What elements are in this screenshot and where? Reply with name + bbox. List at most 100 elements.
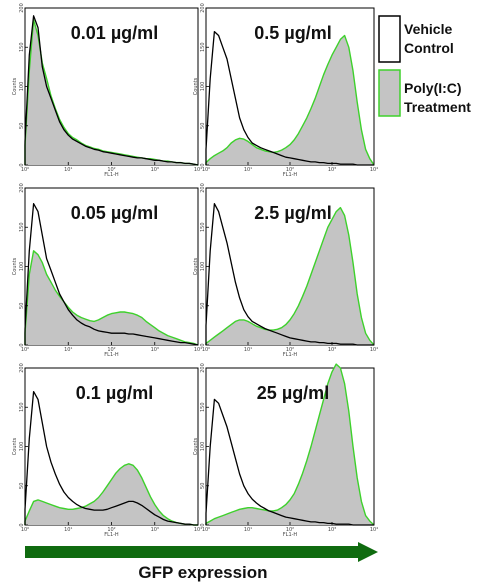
x-tick-label: 10⁴	[194, 347, 202, 353]
panel-6: 10⁰ 10¹ 10² 10³ 10⁴050100150200FL1-HCounts25…	[193, 363, 378, 538]
legend-label-treatment-line2: Treatment	[404, 99, 471, 115]
x-tick-label: 10²	[107, 167, 115, 173]
y-tick-label: 150	[19, 402, 25, 412]
treatment-histogram-line	[205, 206, 375, 346]
y-axis-label: Counts	[193, 437, 199, 455]
vehicle-histogram-line	[205, 30, 374, 166]
y-tick-label: 100	[200, 442, 206, 452]
treatment-histogram-fill	[25, 19, 198, 165]
x-axis-label: FL1-H	[283, 532, 298, 538]
x-axis-label: FL1-H	[283, 172, 298, 178]
y-tick-label: 150	[200, 42, 206, 52]
x-tick-label: 10³	[151, 527, 159, 533]
x-tick-label: 10⁴	[194, 527, 202, 533]
x-tick-label: 10⁴	[194, 167, 202, 173]
x-tick-label: 10¹	[244, 347, 252, 353]
panel-title: 2.5 µg/ml	[254, 203, 331, 223]
gfp-arrow-head	[358, 542, 378, 562]
y-tick-label: 200	[19, 363, 25, 373]
y-tick-label: 150	[19, 42, 25, 52]
x-tick-label: 10³	[151, 167, 159, 173]
y-tick-label: 50	[200, 123, 206, 129]
x-tick-label: 10³	[151, 347, 159, 353]
treatment-histogram-line	[205, 363, 375, 526]
y-tick-label: 0	[200, 163, 206, 166]
x-tick-label: 10⁰	[21, 347, 29, 353]
x-tick-label: 10⁰	[202, 167, 210, 173]
panel-5: 10⁰ 10¹ 10² 10³ 10⁴ 0 50 100 150 200 FL1-H Counts 0.…	[12, 363, 202, 538]
y-tick-label: 200	[200, 183, 206, 193]
y-tick-label: 200	[200, 3, 206, 13]
legend: Vehicle Control Poly(I:C) Treatment	[378, 15, 471, 117]
x-axis-label: FL1-H	[104, 352, 119, 358]
treatment-histogram-fill	[25, 250, 198, 345]
vehicle-histogram-line	[24, 203, 199, 346]
panel-2: 10⁰ 10¹ 10² 10³ 10⁴050100150200FL1-HCounts0.…	[193, 3, 378, 178]
treatment-histogram-line	[205, 34, 375, 166]
y-tick-label: 200	[19, 3, 25, 13]
legend-label-treatment: Poly(I:C)	[404, 80, 462, 96]
y-tick-label: 50	[200, 483, 206, 489]
x-tick-label: 10¹	[244, 527, 252, 533]
treatment-histogram-line	[24, 19, 199, 166]
panel-3: 10⁰ 10¹ 10² 10³ 10⁴ 0 50 100 150 200 FL1-H Counts 0.…	[12, 183, 202, 358]
x-tick-label: 10³	[328, 347, 336, 353]
legend-label-vehicle: Vehicle	[404, 21, 452, 37]
treatment-histogram-line	[24, 250, 199, 346]
x-tick-label: 10¹	[244, 167, 252, 173]
gfp-arrow-shaft	[25, 546, 360, 558]
y-tick-label: 100	[200, 82, 206, 92]
y-tick-label: 0	[19, 343, 25, 346]
panel-title: 0.01 µg/ml	[71, 23, 158, 43]
vehicle-histogram-line	[24, 390, 198, 526]
legend-swatch-vehicle	[378, 15, 401, 63]
x-axis-label: FL1-H	[104, 532, 119, 538]
y-tick-label: 0	[19, 523, 25, 526]
treatment-histogram-fill	[206, 207, 374, 345]
panel-title: 0.1 µg/ml	[76, 383, 153, 403]
x-tick-label: 10²	[286, 347, 294, 353]
legend-swatch-treatment	[378, 69, 401, 117]
y-tick-label: 0	[19, 163, 25, 166]
y-tick-label: 150	[200, 402, 206, 412]
x-tick-label: 10⁴	[370, 347, 378, 353]
x-tick-label: 10⁴	[370, 167, 378, 173]
y-tick-label: 100	[19, 82, 25, 92]
panel-title: 0.5 µg/ml	[254, 23, 331, 43]
y-tick-label: 50	[19, 483, 25, 489]
x-tick-label: 10²	[286, 527, 294, 533]
y-tick-label: 50	[200, 303, 206, 309]
vehicle-histogram-line	[24, 15, 199, 166]
y-tick-label: 100	[19, 442, 25, 452]
figure-x-axis-label: GFP expression	[138, 563, 267, 582]
y-tick-label: 100	[19, 262, 25, 272]
x-tick-label: 10²	[107, 347, 115, 353]
panel-1: 10⁰ 10¹ 10² 10³ 10⁴ 0 50 100 150 200 FL1-H Counts 0.…	[12, 3, 202, 178]
x-tick-label: 10⁰	[202, 527, 210, 533]
y-tick-label: 200	[19, 183, 25, 193]
treatment-histogram-line	[24, 463, 198, 526]
y-tick-label: 150	[19, 222, 25, 232]
y-axis-label: Counts	[193, 77, 199, 95]
y-axis-label: Counts	[12, 257, 18, 275]
y-axis-label: Counts	[193, 257, 199, 275]
x-tick-label: 10⁰	[21, 527, 29, 533]
y-tick-label: 50	[19, 303, 25, 309]
x-tick-label: 10⁰	[21, 167, 29, 173]
vehicle-histogram-line	[205, 398, 374, 526]
x-tick-label: 10⁰	[202, 347, 210, 353]
y-tick-label: 50	[19, 123, 25, 129]
panel-title: 0.05 µg/ml	[71, 203, 158, 223]
x-tick-label: 10²	[107, 527, 115, 533]
gfp-arrow	[25, 542, 378, 562]
y-tick-label: 100	[200, 262, 206, 272]
x-tick-label: 10¹	[64, 167, 72, 173]
x-tick-label: 10³	[328, 167, 336, 173]
x-tick-label: 10²	[286, 167, 294, 173]
treatment-histogram-fill	[206, 364, 374, 525]
panel-title: 25 µg/ml	[257, 383, 329, 403]
y-tick-label: 0	[200, 523, 206, 526]
legend-label-vehicle-line2: Control	[404, 40, 454, 56]
x-axis-label: FL1-H	[283, 352, 298, 358]
